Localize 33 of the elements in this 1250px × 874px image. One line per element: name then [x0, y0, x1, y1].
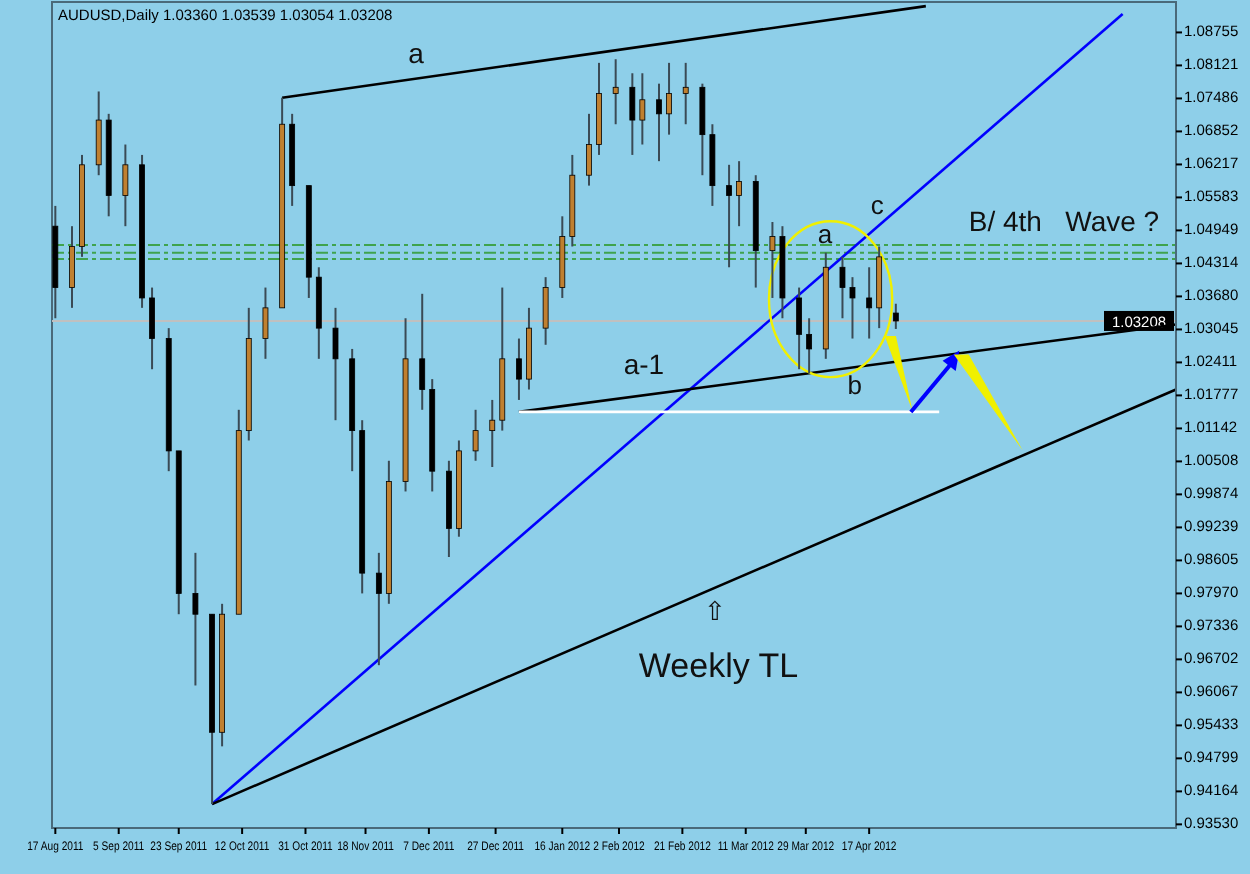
candlestick — [419, 292, 426, 411]
candlestick — [639, 72, 646, 146]
candlestick — [892, 302, 899, 330]
candlestick — [122, 143, 129, 228]
candlestick — [489, 398, 496, 469]
candlestick — [149, 286, 155, 371]
candlestick — [472, 408, 479, 462]
candlestick — [192, 551, 199, 687]
annotation: b — [847, 370, 863, 401]
candlestick — [796, 286, 803, 371]
candlestick — [726, 163, 732, 269]
candlestick — [516, 337, 522, 401]
candlestick — [586, 112, 592, 187]
candlestick — [375, 551, 382, 667]
annotation: Weekly TL — [638, 647, 799, 686]
annotation: a-1 — [623, 348, 665, 381]
candlestick — [612, 58, 619, 126]
candlestick — [262, 286, 269, 360]
annotation: c — [870, 189, 885, 220]
candlestick — [656, 82, 662, 163]
annotation: a — [817, 218, 834, 249]
annotation: B/ 4th Wave ? — [968, 204, 1160, 237]
annotation: a — [408, 36, 425, 69]
candlestick — [682, 61, 689, 126]
candlestick — [666, 61, 672, 136]
candlestick — [69, 225, 75, 309]
candlestick — [332, 306, 339, 422]
candlestick — [95, 90, 102, 177]
candlestick — [736, 160, 742, 228]
candlestick — [629, 72, 636, 156]
candlestick — [866, 266, 873, 340]
annotation: ⇧ — [703, 595, 726, 626]
candlestick — [542, 276, 549, 346]
